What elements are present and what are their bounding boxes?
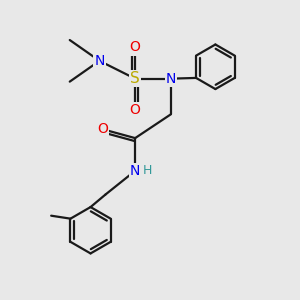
Text: N: N — [166, 72, 176, 86]
Text: N: N — [94, 54, 105, 68]
Text: O: O — [130, 40, 141, 55]
Text: N: N — [130, 164, 140, 178]
Text: O: O — [130, 103, 141, 117]
Text: O: O — [97, 122, 108, 136]
Text: S: S — [130, 71, 140, 86]
Text: H: H — [143, 164, 152, 177]
